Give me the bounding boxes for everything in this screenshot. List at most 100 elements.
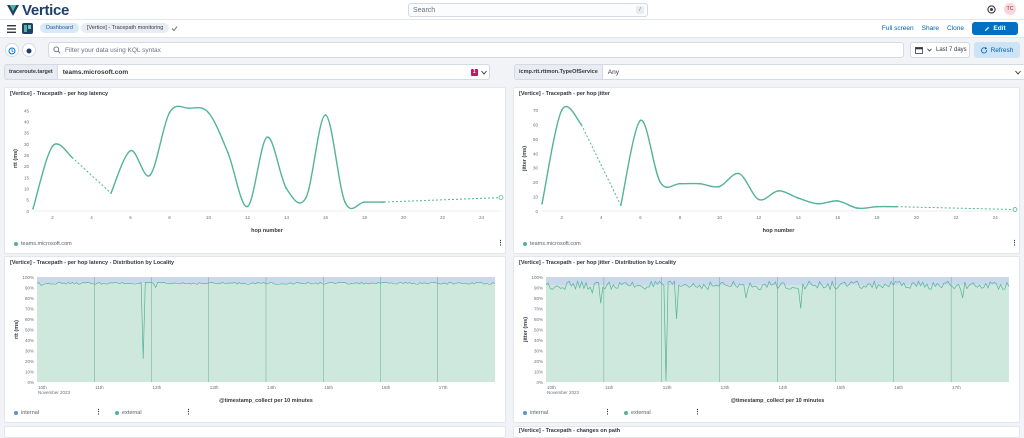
- x-tick-label: 12: [756, 215, 762, 220]
- y-tick-label: 20: [533, 180, 539, 185]
- series-gap-line: [71, 157, 112, 194]
- y-tick-label: 5: [26, 198, 29, 203]
- x-tick-label: 10th: [547, 385, 556, 390]
- data-point: [895, 205, 898, 208]
- date-picker[interactable]: Last 7 days: [910, 42, 970, 58]
- legend-label[interactable]: teams.microsoft.com: [21, 241, 72, 247]
- x-tick-label: 8: [679, 215, 682, 220]
- y-tick-label: 40: [24, 119, 30, 124]
- clone-button[interactable]: Clone: [947, 25, 964, 32]
- latency-panel: [Vertice] - Tracepath - per hop latency …: [4, 87, 506, 254]
- control-value: teams.microsoft.com: [62, 68, 129, 76]
- chart-legend: internal: [523, 410, 548, 416]
- data-point: [619, 204, 622, 207]
- help-icon[interactable]: [987, 4, 996, 14]
- query-bar: Filter your data using KQL syntax Last 7…: [0, 39, 1024, 61]
- y-tick-label: 90%: [25, 285, 34, 290]
- legend-label[interactable]: internal: [21, 410, 40, 416]
- x-tick-label: 24: [993, 215, 999, 220]
- data-point: [71, 156, 73, 159]
- x-tick-label: 16: [835, 215, 841, 220]
- data-point: [679, 182, 681, 185]
- series-line: [110, 105, 384, 210]
- edit-button-label: Edit: [993, 25, 1006, 32]
- kql-placeholder: Filter your data using KQL syntax: [65, 46, 161, 54]
- y-tick-label: 20%: [25, 359, 34, 364]
- data-point: [149, 174, 151, 177]
- data-point: [207, 111, 210, 114]
- type-of-service-select[interactable]: Any: [601, 64, 1024, 80]
- traceroute-target-select[interactable]: teams.microsoft.com 1: [56, 64, 490, 80]
- dashboard-app-icon[interactable]: [22, 23, 33, 34]
- breadcrumb-current: [Vertice] - Tracepath monitoring: [80, 23, 170, 33]
- x-tick-label: 12th: [153, 385, 162, 390]
- user-avatar[interactable]: TC: [1004, 3, 1016, 15]
- panel-options-icon[interactable]: ⋮: [497, 240, 504, 247]
- app-logo[interactable]: Vertice: [6, 2, 69, 19]
- share-button[interactable]: Share: [921, 25, 940, 32]
- legend-options-icon[interactable]: ⋮: [604, 409, 611, 416]
- y-tick-label: 25: [24, 153, 30, 158]
- y-tick-label: 10%: [25, 369, 34, 374]
- global-search[interactable]: Search /: [408, 3, 648, 17]
- data-point: [659, 181, 662, 184]
- latency-distribution-chart: 0% 10% 20% 30% 40% 50% 60% 70% 80% 90% 100% 10th 11t…: [14, 275, 496, 404]
- jitter-distribution-chart: 0% 10% 20% 30% 40% 50% 60% 70% 80% 90% 100% 10th 11t…: [523, 275, 1010, 404]
- y-tick-label: 90%: [534, 285, 543, 290]
- refresh-button[interactable]: Refresh: [974, 42, 1020, 58]
- panel-options-icon[interactable]: ⋮: [1011, 240, 1018, 247]
- menu-icon[interactable]: [7, 25, 16, 33]
- breadcrumb-dashboard[interactable]: Dashboard: [40, 23, 79, 33]
- chart-legend: teams.microsoft.com: [523, 241, 581, 247]
- saved-query-button[interactable]: [5, 43, 19, 57]
- legend-label[interactable]: internal: [530, 410, 549, 416]
- y-axis-label: jitter (ms): [522, 146, 528, 172]
- edit-button[interactable]: Edit: [972, 22, 1018, 35]
- data-point: [227, 152, 229, 154]
- data-point: [324, 114, 327, 116]
- x-tick-label: 24: [479, 215, 485, 220]
- y-tick-label: 20%: [534, 359, 543, 364]
- data-point: [817, 202, 819, 205]
- x-tick-label: 17th: [952, 385, 961, 390]
- y-tick-label: 60: [533, 122, 539, 127]
- panel-title: [Vertice] - Tracepath - per hop jitter -…: [519, 260, 677, 266]
- legend-label[interactable]: external: [122, 410, 142, 416]
- filter-menu-button[interactable]: [22, 43, 36, 57]
- data-point: [168, 111, 171, 114]
- data-point: [129, 149, 132, 152]
- breadcrumb: Dashboard [Vertice] - Tracepath monitori…: [40, 23, 178, 33]
- legend-options-icon[interactable]: ⋮: [694, 409, 701, 416]
- check-icon: [172, 25, 178, 31]
- data-point: [718, 185, 721, 188]
- panel-title: [Vertice] - Tracepath - per hop latency …: [10, 260, 175, 266]
- legend-options-icon[interactable]: ⋮: [95, 409, 102, 416]
- legend-label[interactable]: teams.microsoft.com: [530, 241, 581, 247]
- filter-icon: [26, 48, 32, 54]
- legend-label[interactable]: external: [631, 410, 651, 416]
- x-tick-label: 16: [323, 215, 329, 220]
- legend-swatch: [14, 411, 18, 415]
- y-tick-label: 20: [24, 164, 30, 169]
- y-tick-label: 50%: [534, 327, 543, 332]
- search-placeholder: Search: [413, 6, 436, 14]
- x-tick-label: 22: [953, 215, 959, 220]
- data-point: [836, 200, 839, 202]
- series-line: [620, 119, 897, 210]
- pencil-icon: [985, 26, 990, 31]
- jitter-panel: [Vertice] - Tracepath - per hop jitter 0…: [513, 87, 1020, 254]
- kql-query-input[interactable]: Filter your data using KQL syntax: [48, 42, 904, 58]
- x-tick-label: 22: [440, 215, 446, 220]
- y-tick-label: 80%: [534, 296, 543, 301]
- data-point: [876, 205, 878, 208]
- x-tick-label: 10th: [38, 385, 47, 390]
- legend-swatch: [14, 242, 18, 246]
- x-tick-sublabel: November 2023: [38, 390, 71, 395]
- y-tick-label: 0: [26, 209, 29, 214]
- y-tick-label: 50%: [25, 327, 34, 332]
- x-axis-label: hop number: [251, 228, 284, 234]
- legend-options-icon[interactable]: ⋮: [185, 409, 192, 416]
- full-screen-button[interactable]: Full screen: [881, 25, 914, 32]
- series-line: [541, 105, 582, 204]
